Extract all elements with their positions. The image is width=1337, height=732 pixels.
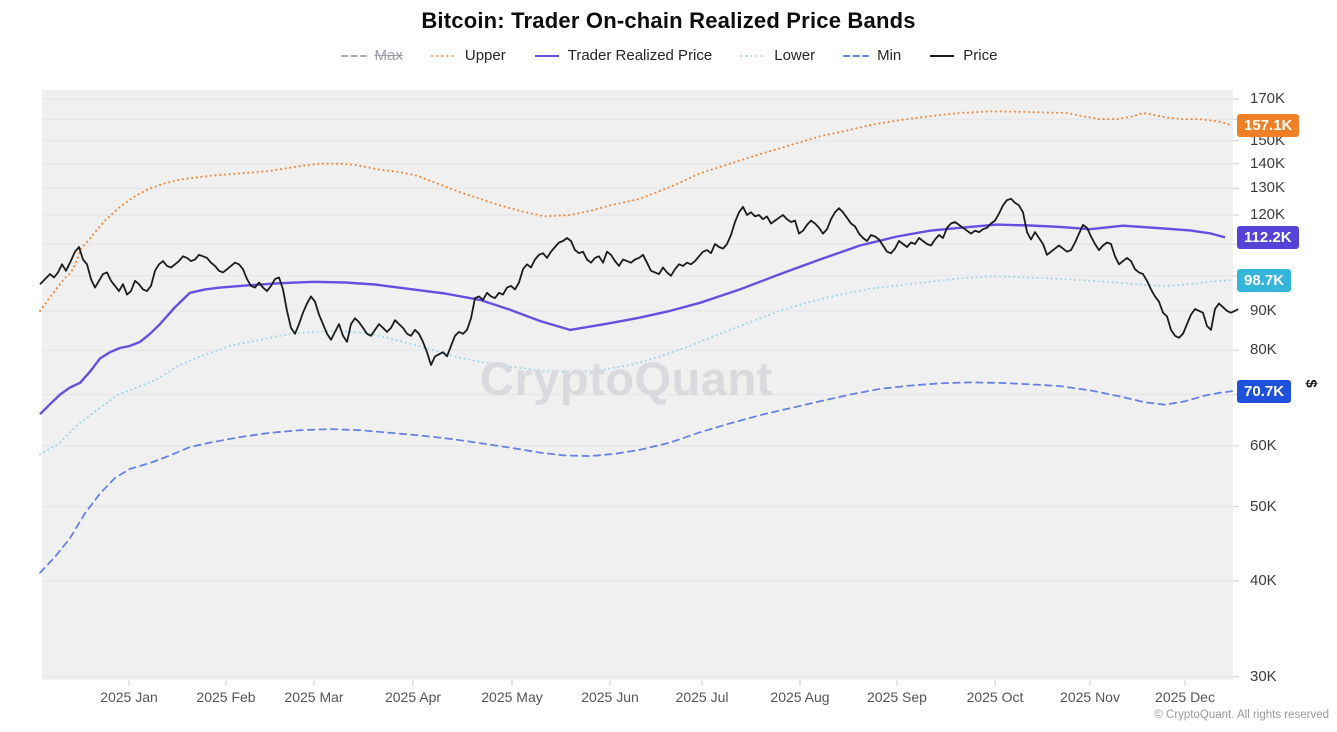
- price-badge-trader: 112.2K: [1237, 226, 1299, 249]
- x-axis-label: 2025 May: [481, 689, 543, 705]
- legend-marker-trader-icon: [534, 54, 559, 57]
- legend-item-max[interactable]: Max: [340, 47, 403, 64]
- x-axis-label: 2025 Mar: [284, 689, 344, 705]
- dollar-icon: $: [1302, 378, 1320, 388]
- y-axis-label: 90K: [1250, 302, 1277, 319]
- x-axis-label: 2025 Oct: [966, 689, 1024, 705]
- legend-label: Trader Realized Price: [567, 47, 713, 64]
- price-badge-min: 70.7K: [1237, 380, 1292, 403]
- x-axis-label: 2025 Jun: [581, 689, 639, 705]
- chart-legend: Max Upper Trader Realized Price Lower Min Pri…: [0, 47, 1337, 64]
- x-axis-label: 2025 Nov: [1060, 689, 1120, 705]
- legend-label: Lower: [774, 47, 816, 64]
- legend-marker-lower-icon: [740, 54, 767, 57]
- legend-label: Min: [877, 47, 902, 64]
- legend-label: Price: [963, 47, 998, 64]
- price-line: [39, 197, 1239, 366]
- x-axis-label: 2025 Feb: [196, 689, 256, 705]
- legend-label: Max: [374, 47, 403, 64]
- legend-item-trader[interactable]: Trader Realized Price: [533, 47, 713, 64]
- legend-label: Upper: [464, 47, 506, 64]
- x-axis-label: 2025 Dec: [1155, 689, 1215, 705]
- legend-item-price[interactable]: Price: [928, 47, 997, 64]
- upper-line: [38, 110, 1234, 312]
- legend-marker-price-icon: [930, 54, 955, 57]
- x-axis-label: 2025 Jan: [100, 689, 158, 705]
- min-line: [39, 381, 1233, 574]
- legend-item-upper[interactable]: Upper: [430, 47, 506, 64]
- x-axis-label: 2025 Aug: [770, 689, 830, 705]
- x-axis-label: 2025 Apr: [384, 689, 442, 705]
- plot-background[interactable]: [42, 90, 1233, 680]
- y-axis-label: 120K: [1250, 206, 1286, 223]
- y-axis-label: 60K: [1250, 437, 1277, 454]
- y-axis-label: 130K: [1250, 179, 1286, 196]
- legend-marker-max-icon: [340, 54, 367, 57]
- x-axis-label: 2025 Sep: [867, 689, 927, 705]
- legend-item-min[interactable]: Min: [842, 47, 901, 64]
- y-axis-label: 30K: [1250, 668, 1277, 685]
- trader-line: [39, 223, 1226, 416]
- y-axis-label: 50K: [1250, 498, 1277, 515]
- y-axis-label: 170K: [1250, 90, 1286, 107]
- lower-line: [39, 275, 1233, 456]
- currency-axis-toggle[interactable]: $: [1301, 371, 1321, 395]
- y-axis-label: 80K: [1250, 341, 1277, 358]
- x-axis-label: 2025 Jul: [675, 689, 729, 705]
- legend-marker-min-icon: [843, 54, 870, 57]
- page-title: Bitcoin: Trader On-chain Realized Price …: [421, 8, 916, 33]
- price-badge-lower: 98.7K: [1237, 269, 1292, 292]
- price-badge-upper: 157.1K: [1237, 114, 1300, 137]
- legend-marker-upper-icon: [430, 54, 457, 57]
- legend-item-lower[interactable]: Lower: [739, 47, 815, 64]
- y-axis-label: 40K: [1250, 572, 1277, 589]
- y-axis-label: 140K: [1250, 155, 1286, 172]
- copyright-note: © CryptoQuant. All rights reserved: [1154, 709, 1329, 721]
